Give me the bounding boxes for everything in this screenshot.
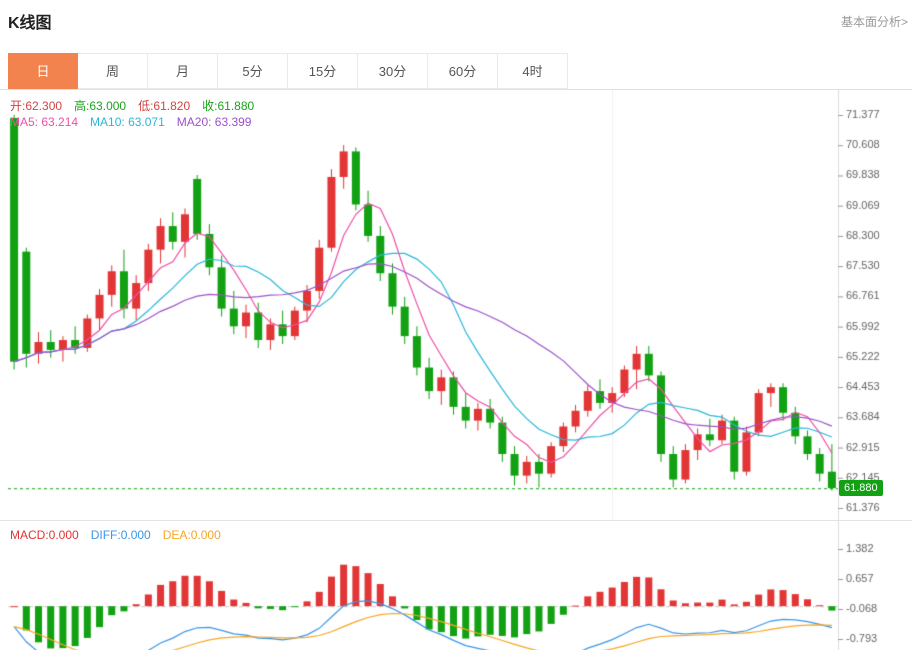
legend-item: 高:63.000 [74,99,127,113]
tab-30min[interactable]: 30分 [358,53,428,89]
legend-item: MA5: 63.214 [10,115,79,129]
ma-legend: MA5: 63.214 MA10: 63.071 MA20: 63.399 [10,115,263,129]
interval-tabs: 日 周 月 5分 15分 30分 60分 4时 [0,53,912,90]
legend-item: DIFF:0.000 [90,528,151,542]
legend-item: 低:61.820 [138,99,191,113]
legend-item: MA10: 63.071 [90,115,165,129]
legend-item: MA20: 63.399 [176,115,252,129]
macd-chart-canvas[interactable] [0,521,912,650]
current-price-badge: 61.880 [839,480,883,497]
legend-item: DEA:0.000 [162,528,221,542]
macd-panel[interactable]: MACD:0.000 DIFF:0.000 DEA:0.000 [0,520,912,650]
tab-4hour[interactable]: 4时 [498,53,568,89]
fundamental-analysis-link[interactable]: 基本面分析> [840,14,908,29]
tab-5min[interactable]: 5分 [218,53,288,89]
tab-week[interactable]: 周 [78,53,148,89]
macd-legend: MACD:0.000 DIFF:0.000 DEA:0.000 [10,528,233,542]
legend-item: 开:62.300 [10,99,63,113]
kline-chart-canvas[interactable] [0,90,912,520]
legend-item: 收:61.880 [202,99,255,113]
tab-month[interactable]: 月 [148,53,218,89]
legend-item: MACD:0.000 [10,528,79,542]
page-title: K线图 [8,15,52,32]
ohlc-legend: 开:62.300 高:63.000 低:61.820 收:61.880 [10,97,266,114]
tab-15min[interactable]: 15分 [288,53,358,89]
tab-day[interactable]: 日 [8,53,78,89]
kline-chart[interactable]: 开:62.300 高:63.000 低:61.820 收:61.880 MA5: 63… [0,90,912,520]
tab-60min[interactable]: 60分 [428,53,498,89]
page-header: K线图 基本面分析> [8,8,908,34]
